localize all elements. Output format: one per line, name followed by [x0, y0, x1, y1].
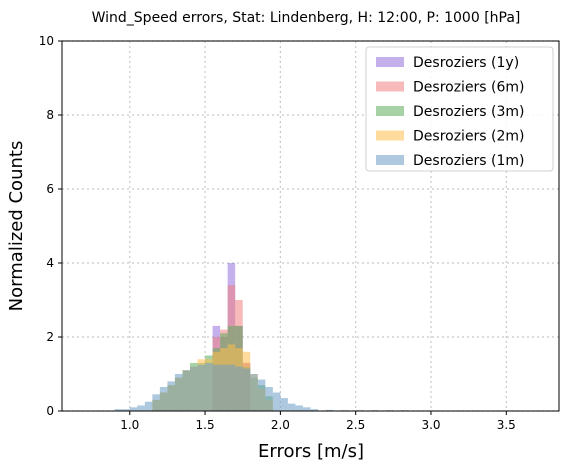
histogram-bar: [272, 392, 281, 411]
y-tick-label: 6: [46, 182, 54, 196]
y-axis-label: Normalized Counts: [6, 141, 27, 312]
histogram-bar: [190, 366, 198, 411]
histogram-bar: [257, 379, 266, 411]
histogram-bar: [167, 381, 175, 411]
histogram-bar: [280, 398, 288, 411]
x-tick-label: 1.0: [120, 418, 139, 432]
histogram-bars: [114, 263, 409, 411]
legend-swatch: [376, 130, 404, 141]
x-axis: 1.0 1.5 2.0 2.5 3.0 3.5: [120, 411, 516, 432]
histogram-bar: [205, 362, 213, 411]
legend: Desroziers (1y) Desroziers (6m) Desroziers…: [365, 46, 554, 172]
x-tick-label: 2.5: [346, 418, 365, 432]
histogram-bar: [159, 386, 168, 411]
legend-label: Desroziers (1y): [413, 55, 519, 71]
histogram-bar: [152, 394, 160, 411]
plot-area-frame: [61, 40, 560, 412]
legend-swatch: [376, 106, 404, 116]
y-tick-label: 10: [39, 34, 54, 48]
legend-label: Desroziers (1m): [413, 153, 525, 169]
histogram-bar: [250, 374, 258, 411]
legend-box: [365, 46, 554, 172]
histogram-bar: [197, 364, 206, 411]
legend-label: Desroziers (3m): [413, 104, 525, 120]
y-tick-label: 0: [46, 404, 54, 418]
chart-title: Wind_Speed errors, Stat: Lindenberg, H: …: [92, 10, 521, 26]
histogram-bar: [265, 386, 273, 411]
histogram-bar: [122, 409, 130, 411]
histogram-bar: [242, 368, 251, 411]
histogram-bar: [220, 364, 228, 411]
x-axis-label: Errors [m/s]: [258, 441, 364, 462]
y-tick-label: 8: [46, 108, 54, 122]
legend-swatch: [376, 57, 404, 67]
histogram-bar: [144, 401, 153, 411]
histogram-bar: [302, 407, 311, 411]
y-axis: 0 2 4 6 8 10: [39, 34, 62, 418]
histogram-bar: [310, 409, 319, 411]
histogram-bar: [325, 409, 334, 411]
histogram-bar: [129, 407, 138, 411]
y-tick-label: 4: [46, 256, 54, 270]
histogram-bar: [137, 405, 145, 411]
legend-swatch: [376, 81, 404, 92]
histogram-bar: [287, 403, 296, 411]
histogram-bar: [114, 409, 123, 411]
legend-label: Desroziers (6m): [413, 80, 525, 96]
x-tick-label: 1.5: [196, 418, 215, 432]
x-tick-label: 3.0: [421, 418, 440, 432]
histogram-bar: [227, 364, 236, 411]
histogram-bar: [295, 405, 303, 411]
histogram-bar: [182, 370, 191, 411]
legend-swatch: [376, 155, 404, 165]
histogram-bar: [174, 374, 183, 411]
x-tick-label: 3.5: [497, 418, 516, 432]
x-tick-label: 2.0: [271, 418, 290, 432]
legend-label: Desroziers (2m): [413, 129, 525, 145]
histogram-bar: [212, 364, 221, 411]
y-tick-label: 2: [46, 330, 54, 344]
histogram-bar: [235, 366, 243, 411]
bar-series: [114, 362, 409, 411]
